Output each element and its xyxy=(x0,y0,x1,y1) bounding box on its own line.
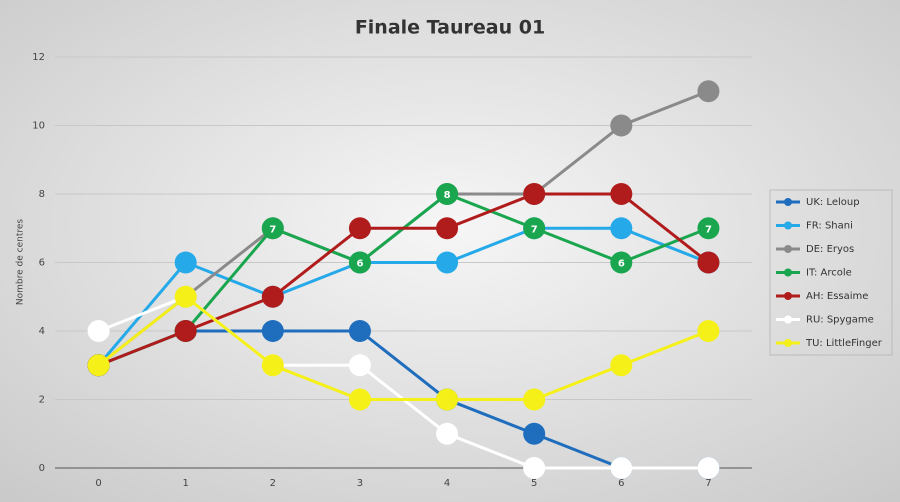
data-label: 8 xyxy=(444,190,451,201)
point xyxy=(174,251,197,274)
legend-marker xyxy=(784,268,792,277)
chart-title: Finale Taureau 01 xyxy=(355,17,545,39)
point xyxy=(348,251,371,274)
series-line xyxy=(97,226,709,367)
data-label: 6 xyxy=(356,259,363,270)
point xyxy=(261,320,284,342)
x-tick-label: 3 xyxy=(357,478,363,489)
legend-marker xyxy=(784,339,792,347)
point xyxy=(697,217,720,240)
x-tick-label: 0 xyxy=(95,478,101,489)
legend-label: IT: Arcole xyxy=(806,268,852,279)
point xyxy=(610,354,633,377)
point xyxy=(610,114,633,137)
legend-marker xyxy=(784,198,792,206)
point xyxy=(697,320,720,342)
y-tick-label: 2 xyxy=(39,395,45,406)
x-tick-label: 4 xyxy=(444,478,450,489)
legend-marker xyxy=(784,221,792,230)
data-label: 6 xyxy=(618,259,625,270)
x-tick-label: 5 xyxy=(531,478,537,489)
point xyxy=(348,354,371,377)
point xyxy=(348,320,371,342)
y-tick-label: 0 xyxy=(39,463,45,474)
point xyxy=(523,183,546,205)
y-tick-label: 12 xyxy=(32,52,45,63)
x-tick-label: 1 xyxy=(183,478,189,489)
legend-label: DE: Eryos xyxy=(806,244,854,255)
legend-label: RU: Spygame xyxy=(806,315,874,326)
legend-label: AH: Essaime xyxy=(806,291,868,302)
legend-marker xyxy=(784,292,792,300)
point xyxy=(261,285,284,308)
point xyxy=(436,217,459,240)
legend-box xyxy=(769,189,893,356)
point xyxy=(87,354,110,377)
point xyxy=(348,217,371,240)
data-label: 7 xyxy=(269,224,276,235)
point xyxy=(436,183,459,205)
data-label: 7 xyxy=(531,224,538,235)
legend-label: TU: LittleFinger xyxy=(805,338,883,349)
point xyxy=(523,388,546,411)
y-axis-label: Nombre de centres xyxy=(16,219,26,305)
legend-label: FR: Shani xyxy=(806,221,853,232)
series-line xyxy=(97,294,709,401)
legend: UK: Leloup FR: Shani DE: Eryos IT: Arcole AH… xyxy=(769,189,893,356)
point xyxy=(436,422,459,445)
point xyxy=(261,354,284,377)
point xyxy=(523,217,546,240)
point xyxy=(261,217,284,240)
y-tick-label: 10 xyxy=(32,121,45,132)
x-tick-label: 2 xyxy=(270,478,276,489)
point xyxy=(697,251,720,274)
legend-label: UK: Leloup xyxy=(806,197,860,208)
plot-area: 0246810120123456734768767 xyxy=(32,52,752,489)
point xyxy=(348,388,371,411)
point xyxy=(697,80,720,103)
point xyxy=(610,183,633,205)
y-tick-label: 4 xyxy=(39,326,45,337)
point xyxy=(436,251,459,274)
point xyxy=(436,388,459,411)
point xyxy=(174,320,197,342)
point xyxy=(610,251,633,274)
legend-marker xyxy=(784,315,792,324)
legend-marker xyxy=(784,245,792,253)
series-line xyxy=(98,329,709,470)
series-line xyxy=(98,192,710,367)
y-tick-label: 8 xyxy=(39,189,45,200)
point xyxy=(697,457,720,479)
point xyxy=(610,217,633,240)
point xyxy=(87,320,110,342)
x-tick-label: 7 xyxy=(705,478,711,489)
point xyxy=(174,285,197,308)
x-tick-label: 6 xyxy=(618,478,624,489)
point xyxy=(523,422,546,445)
y-tick-label: 6 xyxy=(39,258,45,269)
point xyxy=(610,457,633,479)
data-label: 7 xyxy=(705,224,712,235)
point xyxy=(523,457,546,479)
